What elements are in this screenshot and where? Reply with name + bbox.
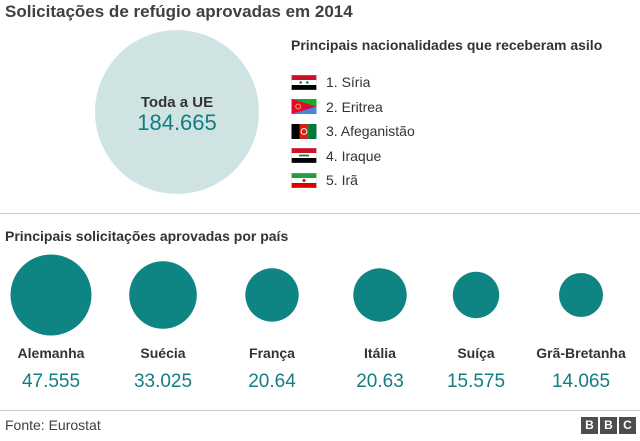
nationality-item: 2. Eritrea <box>291 95 415 120</box>
nationalities-heading: Principais nacionalidades que receberam … <box>291 37 603 53</box>
country-value: 15.575 <box>447 371 505 392</box>
country-bubble <box>245 268 299 322</box>
country-bubble <box>559 273 603 317</box>
country-label: Suíça <box>457 345 495 361</box>
nationality-label: 2. Eritrea <box>326 98 383 115</box>
eu-total-value: 184.665 <box>137 110 217 135</box>
bbc-logo: B B C <box>581 417 636 434</box>
eu-total-label: Toda a UE <box>140 94 214 111</box>
nationality-item: 4. Iraque <box>291 144 415 169</box>
country-label: Alemanha <box>18 345 85 361</box>
country-label: Suécia <box>140 345 185 361</box>
country-value: 47.555 <box>22 371 80 392</box>
country-label: França <box>249 345 295 361</box>
country-bubble <box>452 271 500 319</box>
country-bubble <box>10 254 92 336</box>
nationality-item: 5. Irã <box>291 168 415 193</box>
country-label: Grã-Bretanha <box>536 345 626 361</box>
nationality-label: 5. Irã <box>326 172 358 189</box>
section-divider <box>0 213 640 214</box>
syria-flag-icon <box>291 74 317 90</box>
iran-flag-icon <box>291 172 317 188</box>
iraq-flag-icon <box>291 148 317 164</box>
chart-title: Principais solicitações aprovadas por pa… <box>5 228 289 244</box>
nationalities-list: 1. Síria 2. Eritrea 3. Afeganistão 4. Ir… <box>291 70 415 193</box>
country-label: Itália <box>364 345 396 361</box>
nationality-label: 3. Afeganistão <box>326 123 415 140</box>
afghanistan-flag-icon <box>291 123 317 139</box>
infographic-title: Solicitações de refúgio aprovadas em 201… <box>5 2 353 21</box>
source-note: Fonte: Eurostat <box>5 417 101 433</box>
country-value: 20.63 <box>356 371 404 392</box>
footer-divider <box>0 410 640 411</box>
country-value: 14.065 <box>552 371 610 392</box>
country-value: 20.64 <box>248 371 296 392</box>
country-bubble <box>353 268 407 322</box>
country-value: 33.025 <box>134 371 192 392</box>
nationality-label: 1. Síria <box>326 74 371 91</box>
bbc-logo-block: C <box>619 417 636 434</box>
eu-total-bubble: Toda a UE 184.665 <box>95 30 259 194</box>
eritrea-flag-icon <box>291 99 317 115</box>
nationality-label: 4. Iraque <box>326 147 382 164</box>
bbc-logo-block: B <box>600 417 617 434</box>
nationality-item: 1. Síria <box>291 70 415 95</box>
country-bubble <box>129 261 197 329</box>
bbc-logo-block: B <box>581 417 598 434</box>
nationality-item: 3. Afeganistão <box>291 119 415 144</box>
